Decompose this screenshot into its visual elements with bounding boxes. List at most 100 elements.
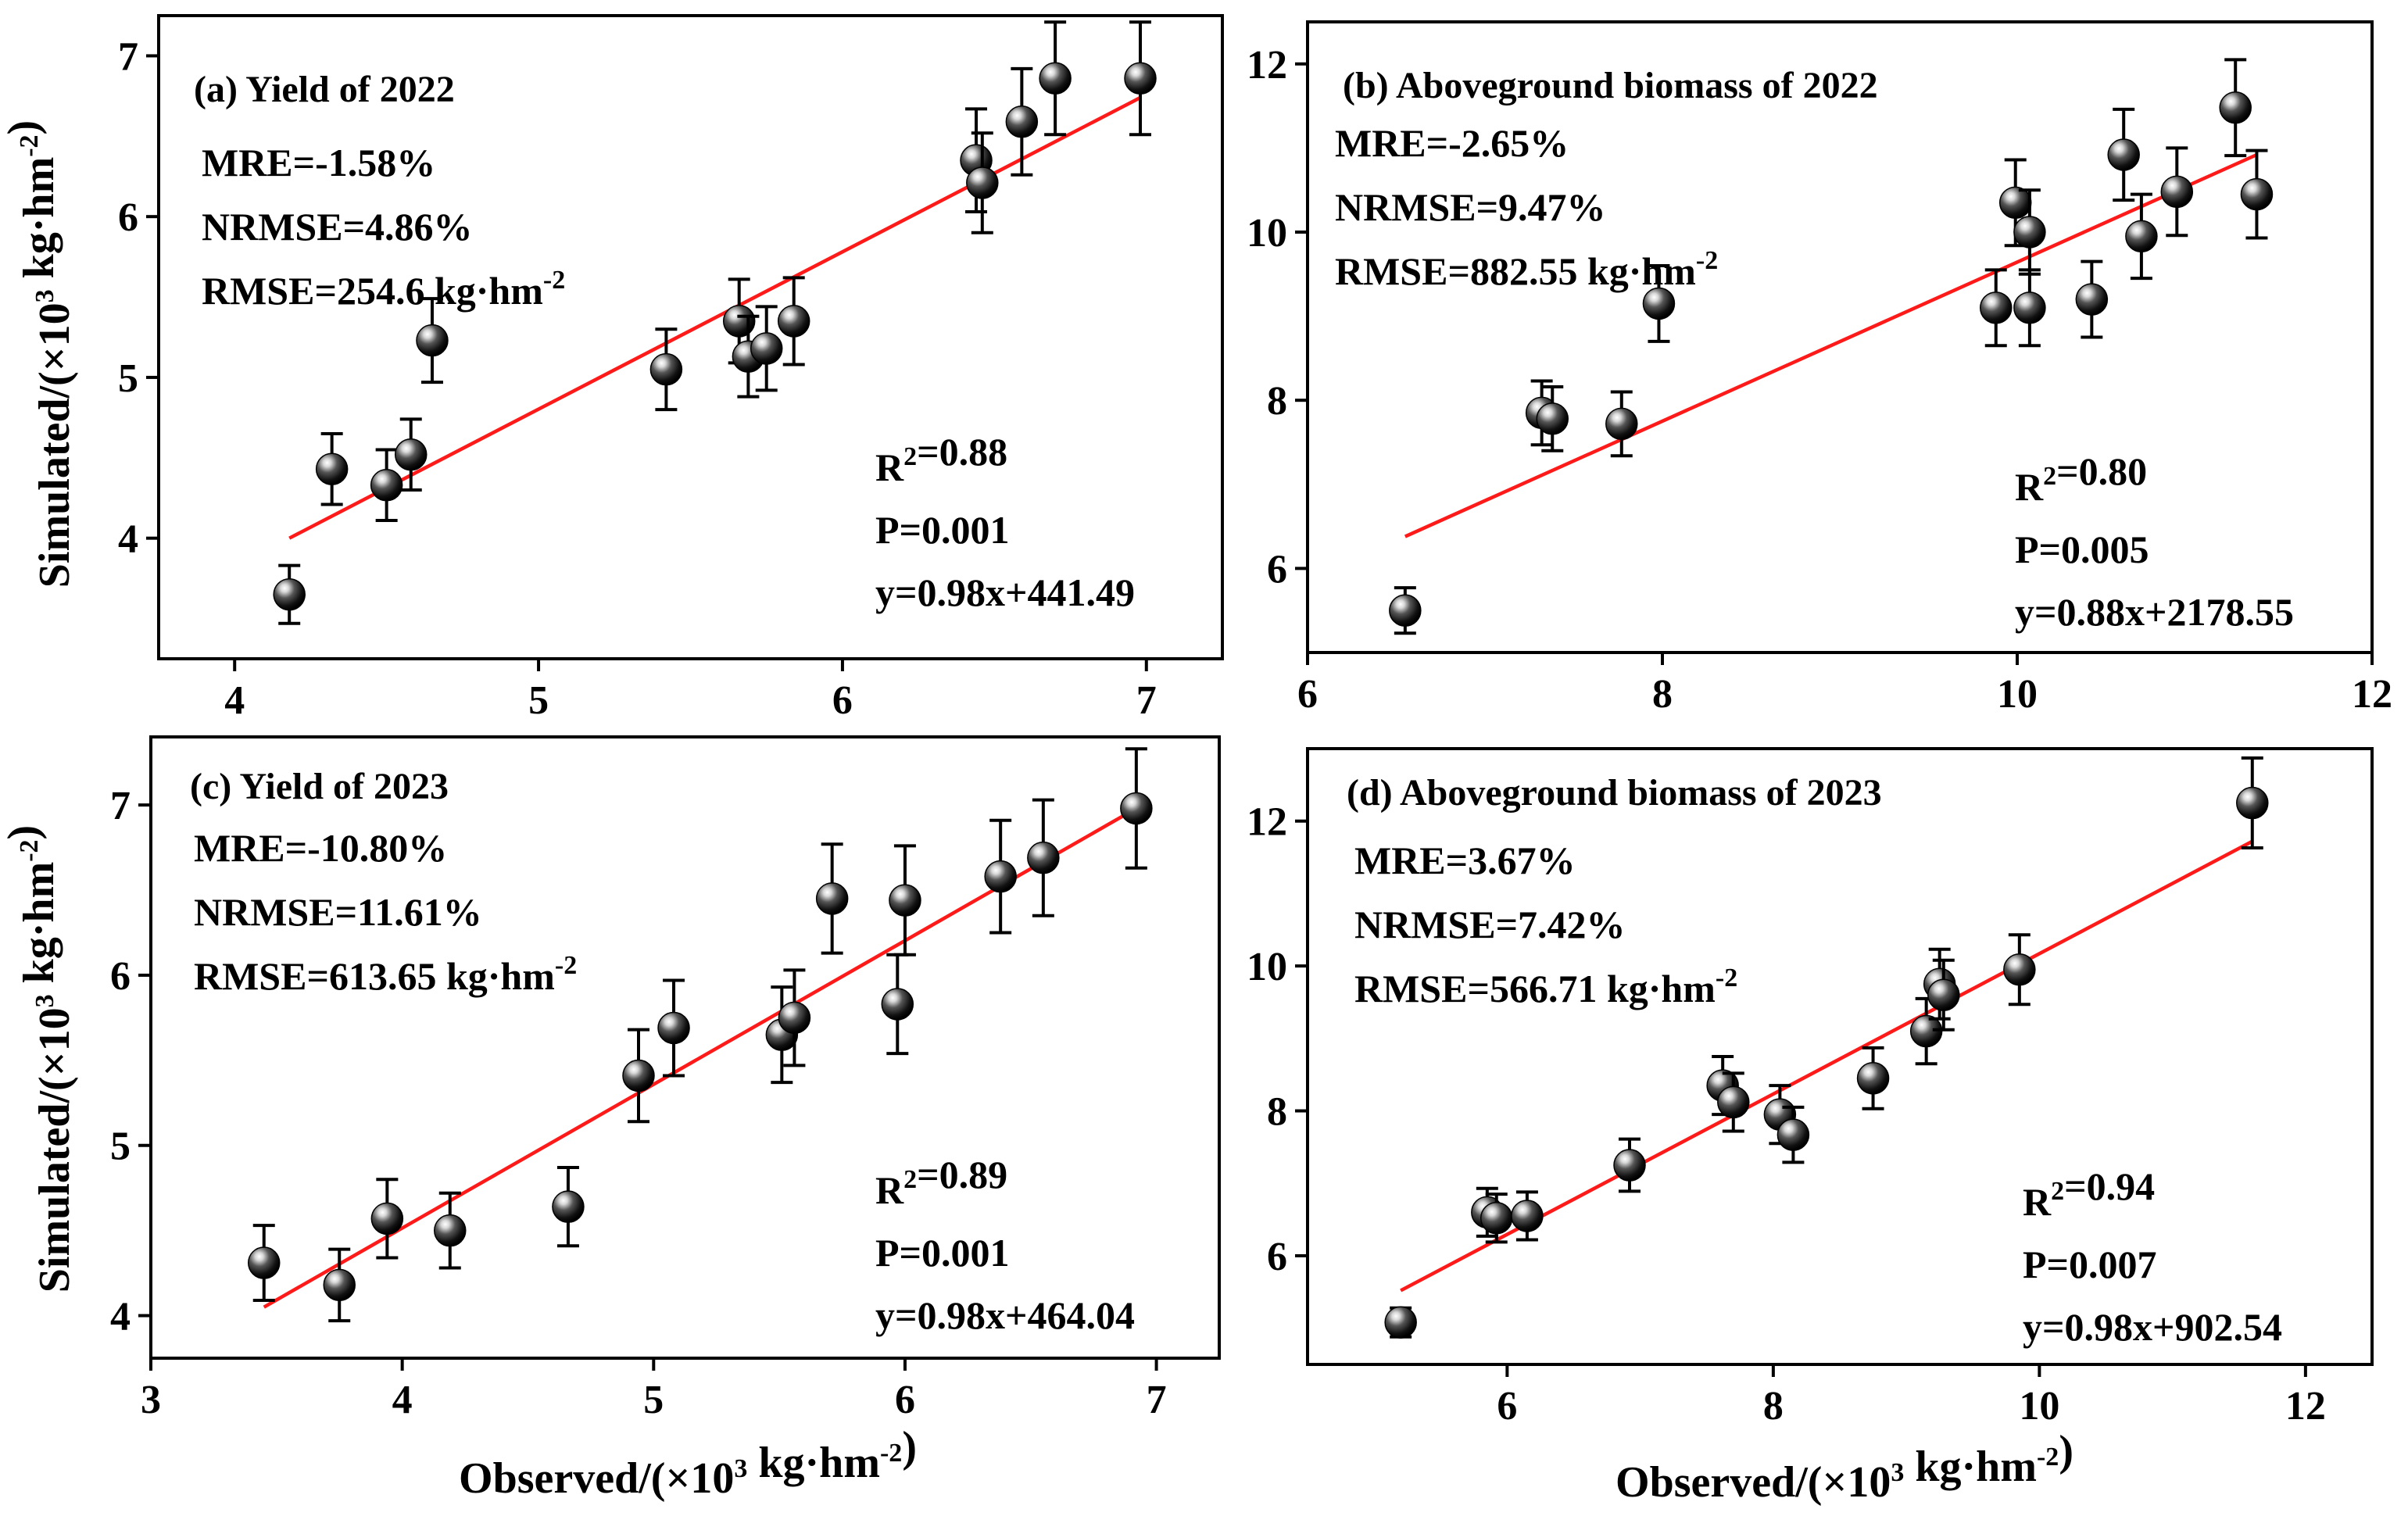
x-tick-label-d-3: 12 <box>2285 1384 2326 1429</box>
y-axis-title-top: Simulated/(×103 kg·hm-2) <box>0 120 79 588</box>
y-tick-label-c-0: 4 <box>110 1295 131 1339</box>
fit-line-b <box>1404 152 2258 538</box>
data-point-b-0 <box>1389 594 1422 627</box>
stat-a-1: NRMSE=4.86% <box>202 205 473 249</box>
data-point-b-12 <box>2160 175 2194 209</box>
stat-a-2: RMSE=254.6 kg·hm-2 <box>202 266 565 313</box>
x-tick-label-c-0: 3 <box>141 1378 161 1422</box>
data-point-c-1 <box>323 1268 356 1302</box>
y-tick-label-d-1: 8 <box>1267 1090 1287 1135</box>
stat-d-0: MRE=3.67% <box>1354 839 1576 882</box>
y-tick-label-d-3: 12 <box>1247 800 1287 845</box>
data-point-c-2 <box>370 1202 404 1235</box>
fit-stat-c-0: R2=0.89 <box>875 1153 1007 1212</box>
data-point-a-12 <box>1005 105 1039 138</box>
data-point-c-3 <box>434 1214 467 1247</box>
y-tick-label-a-0: 4 <box>118 517 138 562</box>
data-point-c-6 <box>657 1011 690 1045</box>
fit-line-c <box>263 806 1137 1309</box>
x-tick-label-a-1: 5 <box>528 678 549 723</box>
data-point-a-3 <box>395 438 428 471</box>
data-point-b-14 <box>2240 177 2274 211</box>
data-point-d-4 <box>1613 1149 1646 1182</box>
data-point-a-6 <box>722 305 756 338</box>
panel-title-d: (d) Aboveground biomass of 2023 <box>1347 772 1882 813</box>
data-point-b-6 <box>1998 186 2032 220</box>
stat-d-2: RMSE=566.71 kg·hm-2 <box>1354 964 1737 1010</box>
data-point-a-14 <box>1124 62 1157 95</box>
data-point-c-12 <box>984 860 1017 893</box>
fit-stat-d-1: P=0.007 <box>2023 1243 2157 1286</box>
fit-stat-a-1: P=0.001 <box>875 508 1010 552</box>
fit-stat-b-2: y=0.88x+2178.55 <box>2015 590 2294 634</box>
x-tick-label-b-0: 6 <box>1297 672 1318 717</box>
stat-c-0: MRE=-10.80% <box>194 826 447 870</box>
data-point-d-9 <box>1856 1062 1890 1095</box>
data-point-a-5 <box>649 352 683 386</box>
y-tick-label-d-0: 6 <box>1267 1235 1287 1279</box>
x-tick-label-c-3: 6 <box>895 1378 915 1422</box>
x-tick-label-d-0: 6 <box>1497 1384 1517 1429</box>
x-tick-label-a-0: 4 <box>224 678 245 723</box>
data-point-a-11 <box>966 166 999 199</box>
data-point-c-13 <box>1027 841 1060 874</box>
data-point-b-2 <box>1536 402 1569 435</box>
data-point-d-12 <box>1927 978 1960 1011</box>
data-point-b-3 <box>1605 407 1638 441</box>
fit-stat-b-1: P=0.005 <box>2015 527 2149 571</box>
x-tick-label-a-3: 7 <box>1136 678 1157 723</box>
x-tick-label-b-1: 8 <box>1652 672 1673 717</box>
plot-frame-b <box>1306 20 2374 654</box>
data-point-d-6 <box>1717 1085 1750 1119</box>
y-tick-label-a-2: 6 <box>118 195 138 240</box>
data-point-a-0 <box>273 577 306 611</box>
fit-stat-b-0: R2=0.80 <box>2015 449 2147 509</box>
data-point-d-13 <box>2003 953 2036 986</box>
x-axis-title-right: Observed/(×103 kg·hm-2) <box>1615 1427 2073 1507</box>
stat-b-0: MRE=-2.65% <box>1335 121 1569 165</box>
data-point-b-4 <box>1642 287 1676 320</box>
data-point-c-8 <box>778 1001 811 1035</box>
data-point-d-14 <box>2236 786 2269 820</box>
y-tick-label-d-2: 10 <box>1247 945 1287 989</box>
stat-b-2: RMSE=882.55 kg·hm-2 <box>1335 246 1718 293</box>
fit-stat-c-1: P=0.001 <box>875 1231 1010 1275</box>
y-tick-label-c-3: 7 <box>110 784 131 828</box>
stat-c-1: NRMSE=11.61% <box>194 890 482 934</box>
panels: 4 5 6 7 4 5 6 7 (a) Yield of 2022 MRE=-1.58% NRMSE… <box>110 14 2392 1429</box>
y-tick-label-b-0: 6 <box>1267 547 1287 592</box>
panel-a: 4 5 6 7 4 5 6 7 (a) Yield of 2022 MRE=-1.58% NRMSE… <box>118 14 1224 723</box>
stat-d-1: NRMSE=7.42% <box>1354 903 1626 946</box>
plot-frame-a <box>157 14 1224 660</box>
plot-frame-d <box>1306 747 2374 1366</box>
y-tick-label-b-3: 12 <box>1247 43 1287 88</box>
data-point-c-0 <box>247 1246 281 1279</box>
data-point-a-9 <box>777 305 810 338</box>
fit-stat-a-2: y=0.98x+441.49 <box>875 570 1135 614</box>
data-point-c-10 <box>881 988 914 1021</box>
plot-frame-c <box>149 735 1221 1360</box>
y-tick-label-a-3: 7 <box>118 34 138 79</box>
data-point-a-4 <box>416 324 449 357</box>
x-tick-label-c-1: 4 <box>392 1378 413 1422</box>
panel-d: 6 8 10 12 6 8 10 12 (d) Aboveground biomass of 2… <box>1247 747 2374 1429</box>
data-point-c-11 <box>889 884 921 917</box>
stat-c-2: RMSE=613.65 kg·hm-2 <box>194 951 577 998</box>
panel-b: 6 8 10 12 6 8 10 12 (b) Aboveground biomass of 2… <box>1247 20 2392 717</box>
data-point-b-10 <box>2107 138 2140 171</box>
data-point-c-14 <box>1120 792 1153 825</box>
data-point-b-5 <box>1980 291 2013 324</box>
data-point-d-2 <box>1480 1201 1513 1235</box>
x-tick-label-d-1: 8 <box>1763 1384 1784 1429</box>
x-tick-label-c-4: 7 <box>1147 1378 1167 1422</box>
data-point-c-9 <box>815 882 849 915</box>
fit-stat-d-2: y=0.98x+902.54 <box>2023 1305 2282 1349</box>
data-point-b-8 <box>2013 291 2046 324</box>
y-axis-title-bottom: Simulated/(×103 kg·hm-2) <box>0 825 79 1293</box>
data-point-b-11 <box>2125 220 2158 253</box>
fit-stat-a-0: R2=0.88 <box>875 430 1007 489</box>
x-axis-title-left: Observed/(×103 kg·hm-2) <box>459 1423 917 1503</box>
data-point-a-2 <box>370 469 403 502</box>
fit-stat-c-2: y=0.98x+464.04 <box>875 1293 1135 1337</box>
data-point-b-9 <box>2075 283 2109 316</box>
